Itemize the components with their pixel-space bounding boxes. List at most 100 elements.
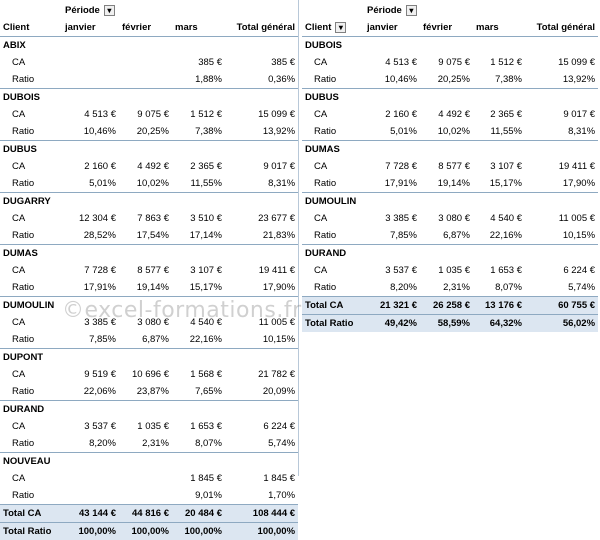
value-cell: 20,09% [225,383,298,401]
value-cell: 10 696 € [119,366,172,383]
value-cell: 17,90% [225,279,298,297]
value-cell: 1 035 € [119,418,172,435]
value-cell [62,470,119,487]
value-cell: 17,14% [172,227,225,245]
value-cell: 7,85% [364,227,420,245]
value-cell: 11 005 € [525,210,598,227]
value-cell: 7,85% [62,331,119,349]
client-name[interactable]: DUMOULIN [302,193,598,211]
value-cell: 3 107 € [473,158,525,175]
value-cell: 1,88% [172,71,225,89]
value-cell: 17,90% [525,175,598,193]
value-cell: 22,16% [172,331,225,349]
value-cell [62,54,119,71]
value-cell: 0,36% [225,71,298,89]
value-cell: 1 653 € [172,418,225,435]
filter-icon[interactable]: ▾ [406,5,417,16]
value-cell: 9 017 € [525,106,598,123]
value-cell: 9 519 € [62,366,119,383]
client-name[interactable]: DUBOIS [0,89,298,107]
value-cell: 15 099 € [225,106,298,123]
client-name[interactable]: DUBUS [0,141,298,159]
value-cell: 3 537 € [364,262,420,279]
right-col-total: Total général [525,19,598,37]
value-cell: 11,55% [172,175,225,193]
client-name[interactable]: DUMAS [302,141,598,159]
left-client-header[interactable]: Client [0,19,62,37]
left-col-total: Total général [225,19,298,37]
client-name[interactable]: NOUVEAU [0,453,298,471]
value-cell: 5,74% [225,435,298,453]
value-cell: 3 385 € [364,210,420,227]
client-name[interactable]: ABIX [0,37,298,55]
value-cell [119,71,172,89]
value-cell: 6,87% [119,331,172,349]
client-name[interactable]: DURAND [0,401,298,419]
right-client-header[interactable]: Client▾ [302,19,364,37]
value-cell: 20,25% [119,123,172,141]
value-cell: 20,25% [420,71,473,89]
client-name[interactable]: DURAND [302,245,598,263]
measure-label: Ratio [302,227,364,245]
measure-label: CA [0,262,62,279]
client-row: DUBUS [302,89,598,107]
value-cell: 8,07% [473,279,525,297]
client-row: DUBOIS [0,89,298,107]
value-cell: 2 160 € [62,158,119,175]
left-periode-field[interactable]: Période ▾ [62,2,298,19]
right-col-janvier: janvier [364,19,420,37]
total-value: 56,02% [525,315,598,333]
left-column-field-row: Période ▾ [0,2,298,19]
value-cell: 7,38% [473,71,525,89]
value-cell: 9,01% [172,487,225,505]
total-value: 21 321 € [364,297,420,315]
value-cell: 22,16% [473,227,525,245]
left-pivot-grid: Période▾ Client janvier février mars Tot… [0,2,298,540]
right-col-mars: mars [473,19,525,37]
left-pivot-table: Période▾ Client janvier février mars Tot… [0,2,298,540]
value-cell: 5,01% [364,123,420,141]
value-cell: 15,17% [473,175,525,193]
measure-label: Ratio [0,435,62,453]
client-name[interactable]: DUGARRY [0,193,298,211]
client-name[interactable]: DUPONT [0,349,298,367]
measure-label: Ratio [0,279,62,297]
value-cell: 2,31% [420,279,473,297]
value-cell: 9 075 € [119,106,172,123]
filter-icon[interactable]: ▾ [335,22,346,33]
client-name[interactable]: DUMAS [0,245,298,263]
value-cell: 3 080 € [420,210,473,227]
filter-icon[interactable]: ▾ [104,5,115,16]
total-value: 100,00% [119,523,172,540]
watermark-text: ©excel-formations.fr [62,298,302,323]
value-cell: 19 411 € [525,158,598,175]
value-cell: 5,01% [62,175,119,193]
right-periode-label: Période [367,5,402,16]
measure-label: Ratio [302,71,364,89]
total-label: Total CA [302,297,364,315]
value-cell: 19 411 € [225,262,298,279]
left-col-mars: mars [172,19,225,37]
right-periode-field[interactable]: Période ▾ [364,2,598,19]
measure-label: Ratio [0,383,62,401]
client-name[interactable]: DUBUS [302,89,598,107]
value-cell: 12 304 € [62,210,119,227]
value-cell: 4 492 € [420,106,473,123]
value-cell: 2,31% [119,435,172,453]
measure-label: CA [0,106,62,123]
value-cell: 15 099 € [525,54,598,71]
total-value: 44 816 € [119,505,172,523]
left-periode-label: Période [65,5,100,16]
client-name[interactable]: DUBOIS [302,37,598,55]
